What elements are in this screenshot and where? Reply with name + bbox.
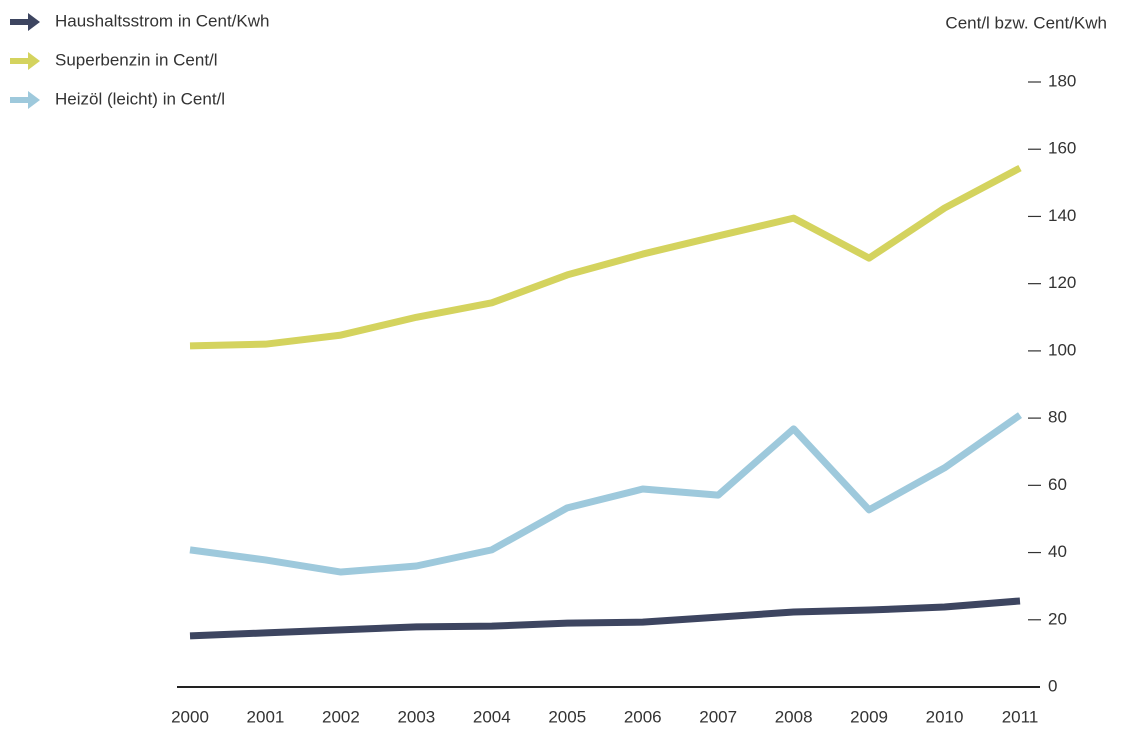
series-line xyxy=(189,597,1021,640)
y-tick-label: 180 xyxy=(1048,71,1076,90)
legend-label: Haushaltsstrom in Cent/Kwh xyxy=(55,11,269,30)
legend-marker xyxy=(10,52,40,70)
y-tick-label: 80 xyxy=(1048,408,1067,427)
legend-marker xyxy=(10,13,40,31)
y-tick-label: 0 xyxy=(1048,676,1057,695)
x-tick-label: 2006 xyxy=(624,707,662,726)
y-tick-label: 20 xyxy=(1048,609,1067,628)
x-tick-label: 2010 xyxy=(926,707,964,726)
y-axis-label: Cent/l bzw. Cent/Kwh xyxy=(945,13,1107,32)
y-tick-label: 60 xyxy=(1048,475,1067,494)
y-tick-label: 40 xyxy=(1048,542,1067,561)
y-tick-label: 100 xyxy=(1048,340,1076,359)
y-tick-label: 120 xyxy=(1048,273,1076,292)
x-tick-label: 2007 xyxy=(699,707,737,726)
x-tick-label: 2002 xyxy=(322,707,360,726)
x-tick-label: 2003 xyxy=(397,707,435,726)
x-tick-label: 2004 xyxy=(473,707,511,726)
legend-marker xyxy=(10,91,40,109)
x-tick-label: 2001 xyxy=(247,707,285,726)
series-line xyxy=(189,164,1022,350)
x-tick-label: 2009 xyxy=(850,707,888,726)
y-tick-label: 140 xyxy=(1048,206,1076,225)
x-tick-label: 2000 xyxy=(171,707,209,726)
legend-label: Superbenzin in Cent/l xyxy=(55,50,218,69)
x-tick-label: 2005 xyxy=(548,707,586,726)
x-tick-label: 2011 xyxy=(1002,707,1039,726)
x-tick-label: 2008 xyxy=(775,707,813,726)
y-tick-label: 160 xyxy=(1048,139,1076,158)
series-line xyxy=(189,412,1023,576)
legend-label: Heizöl (leicht) in Cent/l xyxy=(55,89,225,108)
